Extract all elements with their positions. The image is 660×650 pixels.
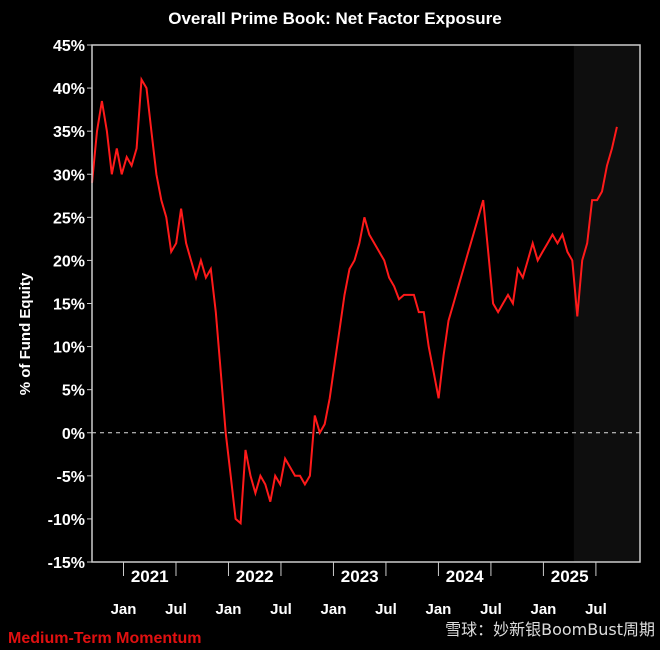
y-axis-label: % of Fund Equity (17, 272, 34, 395)
x-tick-label: Jul (270, 601, 292, 618)
y-tick-label: -5% (57, 469, 85, 486)
x-tick-label: Jan (426, 601, 452, 618)
year-label: 2024 (446, 567, 484, 586)
year-label: 2022 (236, 567, 274, 586)
y-tick-label: 45% (53, 38, 85, 55)
y-tick-label: 20% (53, 253, 85, 270)
footer-label: Medium-Term Momentum (8, 630, 201, 647)
watermark: 雪球：妙新银BoomBust周期 (445, 620, 655, 639)
y-tick-label: -10% (48, 512, 85, 529)
y-tick-label: 35% (53, 124, 85, 141)
x-tick-label: Jul (165, 601, 187, 618)
year-label: 2021 (131, 567, 169, 586)
y-tick-label: 5% (62, 383, 85, 400)
x-tick-label: Jan (530, 601, 556, 618)
year-label: 2023 (341, 567, 379, 586)
y-tick-label: -15% (48, 555, 85, 572)
x-tick-label: Jan (216, 601, 242, 618)
y-tick-label: 0% (62, 426, 85, 443)
shaded-region (573, 45, 640, 562)
y-tick-label: 40% (53, 81, 85, 98)
x-tick-label: Jul (585, 601, 607, 618)
year-label: 2025 (551, 567, 589, 586)
y-tick-label: 15% (53, 297, 85, 314)
x-tick-label: Jul (375, 601, 397, 618)
series-line (91, 76, 618, 526)
y-tick-label: 10% (53, 340, 85, 357)
plot-frame (91, 44, 641, 563)
y-tick-label: 30% (53, 167, 85, 184)
x-tick-label: Jan (111, 601, 137, 618)
y-tick-label: 25% (53, 210, 85, 227)
chart-title: Overall Prime Book: Net Factor Exposure (168, 9, 502, 28)
x-tick-label: Jan (321, 601, 347, 618)
x-tick-label: Jul (480, 601, 502, 618)
